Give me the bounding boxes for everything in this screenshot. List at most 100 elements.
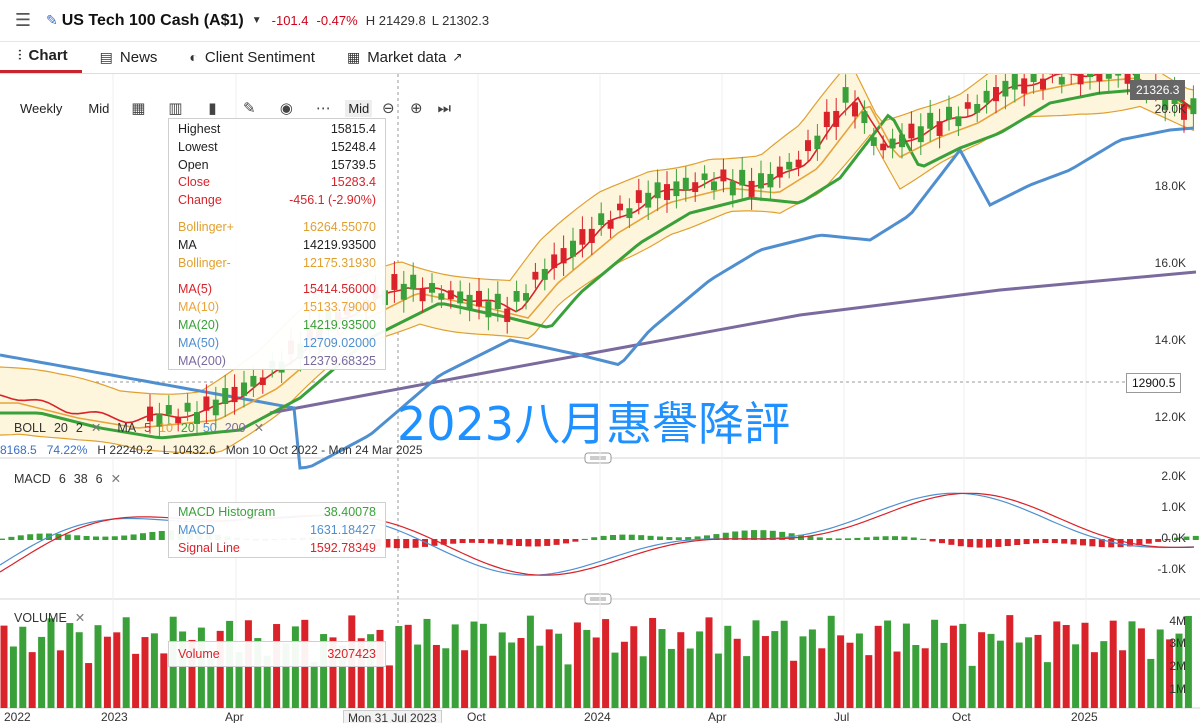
zoom-in-icon[interactable]: ⊕ [410,100,423,117]
navigator-value: 8168.5 [0,443,37,457]
volume-bar [827,615,835,708]
volume-bar [517,638,525,708]
candle-body [899,134,905,148]
macd-histogram-bar [986,539,992,548]
macd-histogram-bar [506,539,513,546]
macd-histogram-bar [140,533,146,540]
volume-bar [47,618,55,708]
volume-bar [1166,639,1174,708]
price-change-pct: -0.47% [316,13,358,28]
instrument-dropdown-caret-icon[interactable]: ▼ [251,15,262,26]
tab-client-sentiment[interactable]: ◐ Client Sentiment [171,41,329,73]
candle-body [645,192,652,208]
tab-chart[interactable]: ⫶ Chart [0,41,82,73]
price-type-selector-2[interactable]: Mid [345,99,373,117]
price-axis-tick: 20.0K [1154,102,1186,116]
candle-body [955,116,962,127]
tab-label: Client Sentiment [204,48,315,66]
tip-label: Signal Line [178,540,240,555]
macd-histogram-bar [751,530,757,540]
volume-bar [291,626,299,708]
macd-histogram-bar [769,530,776,540]
price-chart[interactable] [0,74,1200,723]
volume-bar [461,650,469,708]
tip-label: Open [178,157,209,172]
volume-bar [780,620,788,708]
volume-bar [216,630,224,708]
newspaper-icon: ▤ [99,48,113,65]
chart-type-icon[interactable]: ▥ [168,100,183,117]
candle-body [786,161,793,170]
go-to-latest-icon[interactable]: ⏭ [437,99,452,117]
candle-body [1162,97,1169,110]
macd-histogram-bar [1023,539,1030,545]
draw-pencil-icon[interactable]: ✎ [243,100,256,117]
macd-histogram-bar [450,539,457,544]
volume-bar [1175,633,1183,708]
instrument-title[interactable]: US Tech 100 Cash (A$1) [61,11,244,29]
volume-bar [0,625,8,708]
tab-market-data[interactable]: ▦ Market data ↗ [329,41,477,73]
volume-bar [113,632,121,708]
macd-histogram-bar [807,536,814,540]
volume-bar [75,632,83,708]
volume-bar [564,664,572,708]
calendar-icon[interactable]: ▦ [131,100,146,117]
macd-histogram-bar [694,536,701,540]
tip-label: MACD [178,522,215,537]
tip-label: MACD Histogram [178,505,276,519]
candle-body [447,290,454,300]
macd-histogram-bar [591,537,598,540]
candle-body [861,111,868,124]
macd-histogram-bar [892,536,898,540]
tab-news[interactable]: ▤ News [82,41,172,73]
volume-bar [752,620,760,708]
interval-selector[interactable]: Weekly [20,100,63,116]
volume-bar [536,645,544,708]
macd-histogram-bar [619,534,626,540]
macd-histogram-bar [412,539,419,548]
hamburger-menu-icon[interactable]: ☰ [14,10,32,30]
visibility-eye-icon[interactable]: ◉ [279,100,293,117]
edit-pencil-icon[interactable]: ✎ [46,12,58,28]
volume-bar [771,631,779,708]
volume-bar [254,638,262,708]
remove-boll-icon[interactable]: ✕ [90,421,102,435]
candle-body [682,177,689,191]
macd-histogram-bar [469,539,475,543]
macd-histogram-bar [74,535,81,540]
volume-name[interactable]: VOLUME [14,610,67,625]
ma-name[interactable]: MA [117,420,137,435]
candle-body [1040,78,1046,90]
macd-histogram-bar [544,539,551,546]
macd-histogram-bar [948,539,955,545]
tip-value: 15133.79000 [303,300,376,315]
indicators-bar-icon[interactable]: ▮ [208,100,217,117]
macd-histogram-bar [1136,539,1143,546]
session-low: L 21302.3 [431,13,490,28]
remove-macd-icon[interactable]: ✕ [110,472,122,486]
remove-volume-icon[interactable]: ✕ [74,611,86,625]
macd-histogram-bar [957,539,964,547]
macd-histogram-bar [431,539,438,546]
macd-name[interactable]: MACD [14,471,51,486]
macd-axis-tick: -1.0K [1157,562,1186,576]
ma200-line [269,270,1197,415]
more-options-icon[interactable]: ⋯ [315,100,331,117]
tip-label: MA(200) [178,353,226,368]
tip-label: MA(20) [178,317,219,332]
boll-name[interactable]: BOLL [14,420,46,435]
candle-body [532,271,539,280]
volume-bar [592,637,600,708]
remove-ma-icon[interactable]: ✕ [253,421,265,435]
macd-histogram-bar [581,538,588,540]
volume-bar [949,625,957,708]
candle-body [729,181,736,196]
macd-histogram-bar [497,539,504,545]
zoom-out-icon[interactable]: ⊖ [382,100,395,117]
price-type-selector[interactable]: Mid [88,100,110,116]
time-axis-tick: Oct [952,710,971,723]
tip-value: 1631.18427 [309,522,376,537]
macd-histogram-bar [102,536,109,540]
